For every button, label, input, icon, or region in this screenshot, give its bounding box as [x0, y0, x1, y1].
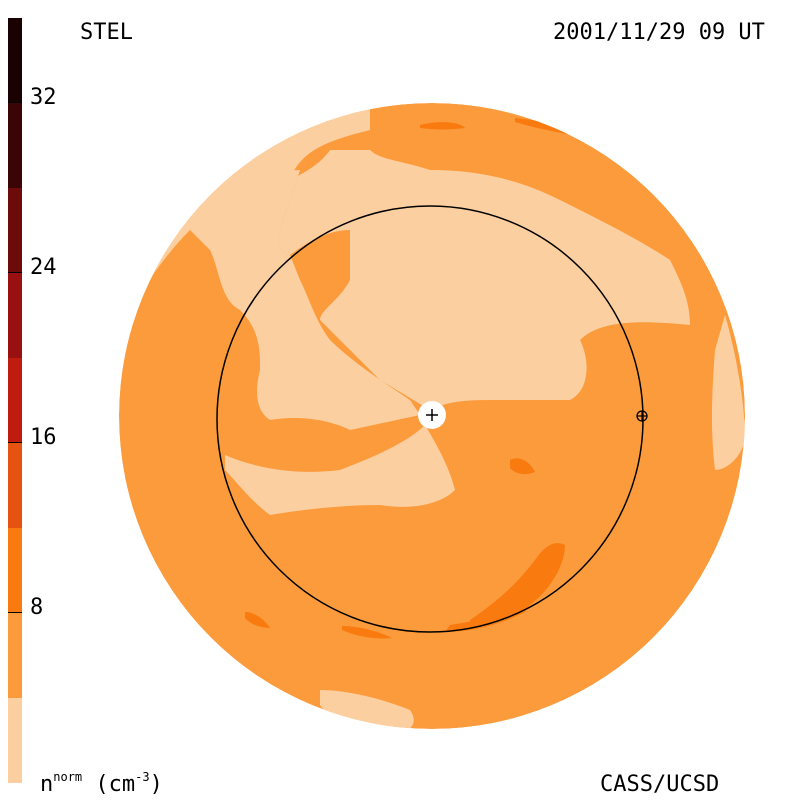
colorbar-segment — [8, 103, 22, 188]
dark-region-spot-right — [510, 458, 535, 475]
colorbar-tick-mark-16 — [8, 442, 22, 443]
light-region-center-flare — [430, 375, 456, 410]
colorbar-segment — [8, 188, 22, 273]
colorbar-segment — [8, 613, 22, 698]
colorbar-segment — [8, 358, 22, 443]
colorbar-tick-mark-32 — [8, 102, 22, 103]
colorbar-tick-24: 24 — [30, 255, 57, 280]
dark-region-lower — [470, 543, 565, 628]
colorbar-tick-mark-8 — [8, 612, 22, 613]
light-region-right-edge — [711, 315, 745, 470]
colorbar-tick-32: 32 — [30, 85, 57, 110]
units-label: nnorm (cm-3) — [40, 770, 163, 797]
colorbar-tick-16: 16 — [30, 425, 57, 450]
instrument-label: STEL — [80, 20, 133, 45]
timestamp-label: 2001/11/29 09 UT — [553, 20, 765, 45]
colorbar-tick-mark-24 — [8, 272, 22, 273]
light-region-top — [190, 150, 690, 410]
colorbar-tick-8: 8 — [30, 595, 44, 620]
colorbar-segment — [8, 528, 22, 613]
dark-region-spot-left — [245, 612, 270, 628]
colorbar-segment — [8, 698, 22, 783]
colorbar-segment — [8, 18, 22, 103]
dark-region-top — [420, 122, 465, 130]
light-region-left — [190, 170, 420, 430]
dark-region-bottom-band — [445, 605, 530, 632]
colorbar-segment — [8, 443, 22, 528]
orbit-circle — [216, 205, 644, 633]
light-region-lower — [225, 425, 455, 515]
earth-marker — [636, 410, 648, 422]
credit-label: CASS/UCSD — [600, 772, 720, 797]
dark-region-top-right — [515, 118, 575, 135]
colorbar — [8, 18, 22, 783]
colorbar-segment — [8, 273, 22, 358]
dark-region-spot-bottom — [342, 626, 392, 639]
